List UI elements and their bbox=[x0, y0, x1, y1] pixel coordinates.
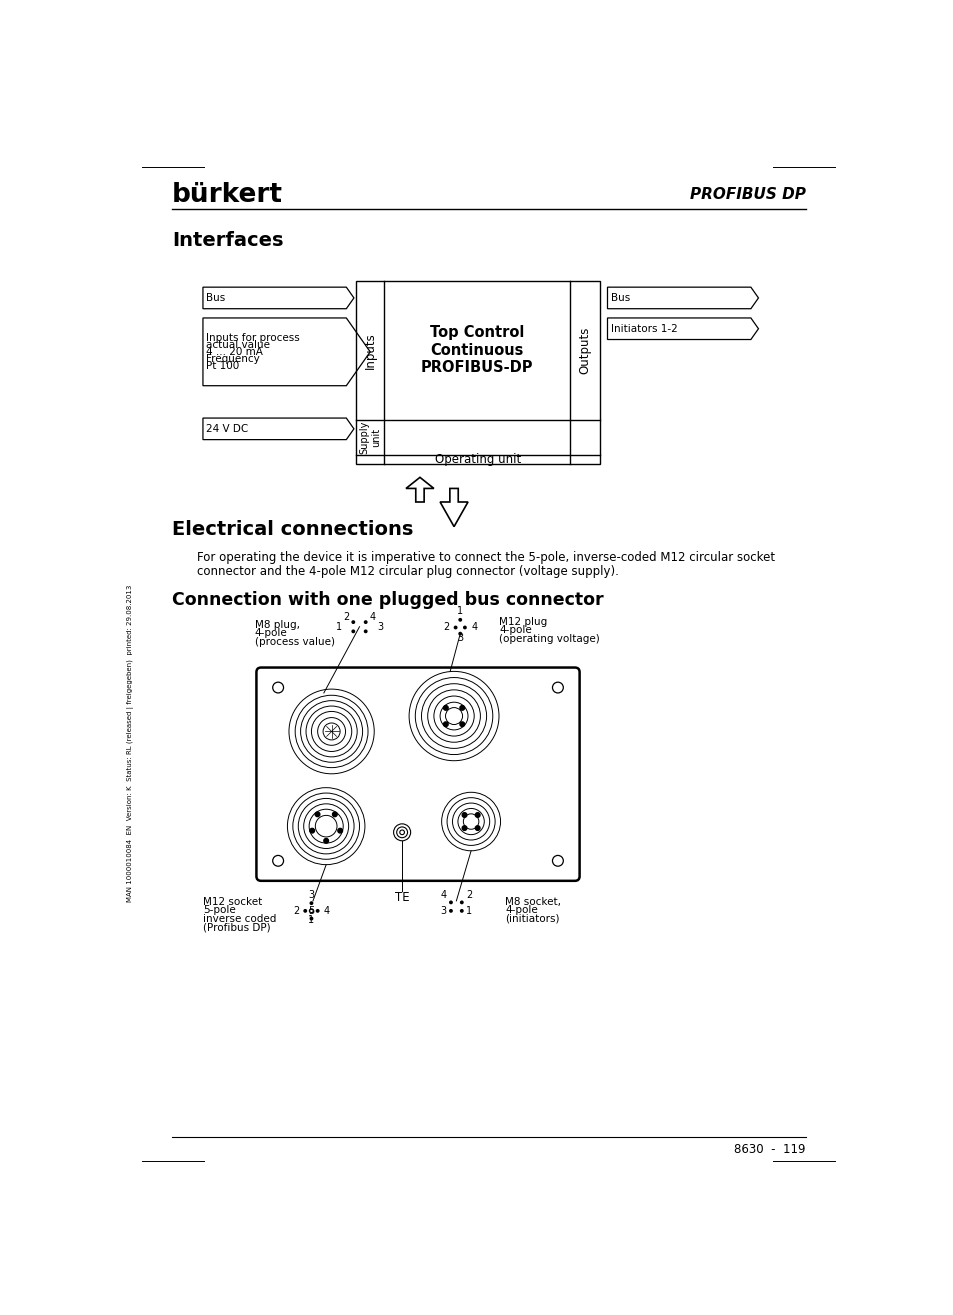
Circle shape bbox=[310, 828, 314, 832]
Text: Inputs: Inputs bbox=[363, 331, 376, 368]
Text: Electrical connections: Electrical connections bbox=[172, 519, 413, 539]
Circle shape bbox=[475, 826, 479, 830]
Text: Inputs for process: Inputs for process bbox=[206, 333, 299, 343]
Circle shape bbox=[323, 839, 328, 843]
Circle shape bbox=[462, 626, 466, 630]
Text: 4-pole: 4-pole bbox=[498, 625, 531, 635]
Text: Frequency: Frequency bbox=[206, 354, 259, 364]
Text: 2: 2 bbox=[343, 611, 349, 622]
Text: 3: 3 bbox=[308, 890, 314, 901]
Text: Operating unit: Operating unit bbox=[435, 454, 520, 466]
Text: (Profibus DP): (Profibus DP) bbox=[203, 922, 271, 932]
Text: Connection with one plugged bus connector: Connection with one plugged bus connecto… bbox=[172, 592, 603, 609]
Text: Bus: Bus bbox=[206, 293, 225, 302]
Text: 1: 1 bbox=[466, 906, 472, 915]
Text: 5: 5 bbox=[308, 906, 314, 915]
Text: Top Control
Continuous
PROFIBUS-DP: Top Control Continuous PROFIBUS-DP bbox=[420, 325, 533, 375]
Circle shape bbox=[457, 618, 461, 622]
Text: 2: 2 bbox=[466, 890, 472, 901]
Text: 3: 3 bbox=[377, 622, 383, 633]
Text: For operating the device it is imperative to connect the 5-pole, inverse-coded M: For operating the device it is imperativ… bbox=[196, 551, 774, 579]
Circle shape bbox=[443, 722, 448, 726]
Circle shape bbox=[315, 909, 319, 913]
Text: 8630  -  119: 8630 - 119 bbox=[734, 1143, 805, 1156]
Text: 1: 1 bbox=[456, 606, 463, 615]
Text: 4-pole: 4-pole bbox=[505, 906, 537, 915]
Text: 4-pole: 4-pole bbox=[254, 629, 287, 638]
Circle shape bbox=[454, 626, 457, 630]
Bar bbox=[355, 281, 599, 464]
Text: Outputs: Outputs bbox=[578, 326, 591, 373]
Circle shape bbox=[459, 901, 463, 905]
Text: Initiators 1-2: Initiators 1-2 bbox=[610, 323, 677, 334]
Text: (process value): (process value) bbox=[254, 636, 335, 647]
Circle shape bbox=[363, 621, 367, 625]
Text: 2: 2 bbox=[293, 906, 298, 915]
Text: 4: 4 bbox=[439, 890, 446, 901]
Text: 4: 4 bbox=[471, 622, 476, 633]
Circle shape bbox=[351, 630, 355, 634]
Text: Supply
unit: Supply unit bbox=[358, 421, 380, 454]
Text: (initiators): (initiators) bbox=[505, 914, 559, 924]
Text: M12 plug: M12 plug bbox=[498, 617, 547, 627]
Text: bürkert: bürkert bbox=[172, 181, 283, 208]
Circle shape bbox=[457, 631, 461, 635]
Text: 3: 3 bbox=[456, 633, 463, 643]
Text: 24 V DC: 24 V DC bbox=[206, 423, 248, 434]
Text: 4 ... 20 mA: 4 ... 20 mA bbox=[206, 347, 263, 356]
Text: 4: 4 bbox=[369, 611, 375, 622]
Text: Bus: Bus bbox=[610, 293, 629, 302]
Text: M8 socket,: M8 socket, bbox=[505, 897, 560, 907]
Circle shape bbox=[309, 917, 313, 920]
Text: 3: 3 bbox=[439, 906, 446, 915]
Circle shape bbox=[303, 909, 307, 913]
Circle shape bbox=[333, 813, 336, 817]
Circle shape bbox=[459, 706, 464, 710]
Text: TE: TE bbox=[395, 890, 409, 903]
Circle shape bbox=[475, 813, 479, 818]
Text: MAN 1000010084  EN  Version: K  Status: RL (released | freigegeben)  printed: 29: MAN 1000010084 EN Version: K Status: RL … bbox=[127, 584, 133, 902]
Text: Pt 100: Pt 100 bbox=[206, 360, 239, 371]
Text: 1: 1 bbox=[335, 622, 341, 633]
Circle shape bbox=[351, 621, 355, 625]
Text: 4: 4 bbox=[323, 906, 330, 915]
Circle shape bbox=[314, 813, 319, 817]
Circle shape bbox=[449, 909, 453, 913]
Text: 5-pole: 5-pole bbox=[203, 906, 235, 915]
Circle shape bbox=[459, 909, 463, 913]
Text: actual value: actual value bbox=[206, 339, 270, 350]
Circle shape bbox=[459, 722, 464, 726]
Circle shape bbox=[337, 828, 342, 832]
Circle shape bbox=[309, 901, 313, 905]
Text: M8 plug,: M8 plug, bbox=[254, 619, 299, 630]
Circle shape bbox=[443, 706, 448, 710]
Text: inverse coded: inverse coded bbox=[203, 914, 276, 924]
Circle shape bbox=[461, 826, 466, 830]
Text: M12 socket: M12 socket bbox=[203, 897, 262, 907]
Text: (operating voltage): (operating voltage) bbox=[498, 634, 599, 643]
Text: 2: 2 bbox=[443, 622, 449, 633]
Circle shape bbox=[449, 901, 453, 905]
Text: Interfaces: Interfaces bbox=[172, 231, 283, 250]
Text: 1: 1 bbox=[308, 915, 314, 924]
Circle shape bbox=[461, 813, 466, 818]
Circle shape bbox=[363, 630, 367, 634]
Text: PROFIBUS DP: PROFIBUS DP bbox=[689, 187, 805, 203]
